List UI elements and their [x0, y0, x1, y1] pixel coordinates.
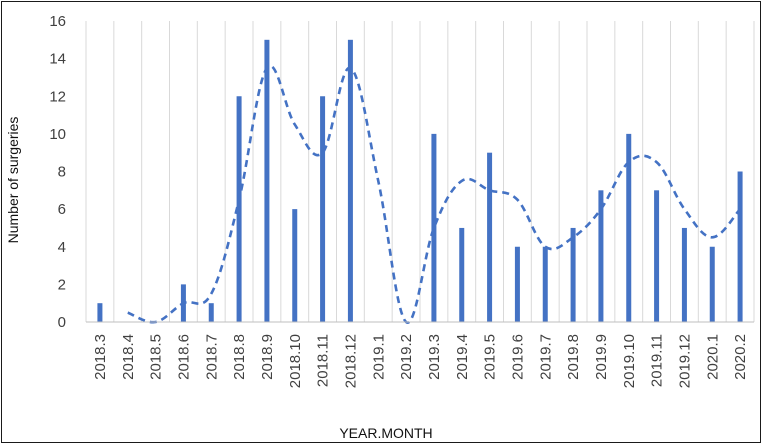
bar: [570, 227, 576, 322]
y-tick-label: 4: [58, 239, 66, 256]
x-tick-label: 2018.4: [120, 334, 137, 380]
bar: [737, 171, 743, 322]
x-tick-label: 2019.10: [621, 334, 638, 388]
bar: [320, 96, 326, 322]
x-tick-label: 2018.6: [175, 334, 192, 380]
x-tick-label: 2018.8: [231, 334, 248, 380]
y-tick-label: 12: [49, 88, 66, 105]
bar: [514, 246, 520, 322]
x-tick-label: 2020.2: [732, 334, 749, 380]
y-tick-label: 6: [58, 201, 66, 218]
x-tick-label: 2019.8: [565, 334, 582, 380]
x-tick-label: 2019.4: [454, 334, 471, 380]
x-axis-title: YEAR.MONTH: [339, 425, 432, 441]
x-axis-ticks: 2018.3 2018.4 2018.5 2018.6 2018.7 2018.8 2018…: [92, 334, 749, 388]
x-tick-label: 2018.11: [315, 334, 332, 387]
bar: [347, 39, 353, 322]
bar: [97, 303, 103, 322]
bar: [459, 227, 465, 322]
y-tick-label: 16: [49, 13, 66, 30]
bar: [264, 39, 270, 322]
bar: [654, 190, 660, 322]
x-tick-label: 2019.6: [509, 334, 526, 380]
grid-lines: [85, 21, 755, 322]
bar: [292, 209, 298, 322]
bar: [487, 152, 493, 322]
bar: [236, 96, 242, 322]
x-tick-label: 2019.12: [676, 334, 693, 388]
bar: [542, 246, 548, 322]
x-tick-label: 2019.3: [426, 334, 443, 380]
y-tick-label: 2: [58, 276, 66, 293]
x-tick-label: 2018.9: [259, 334, 276, 380]
y-tick-label: 10: [49, 126, 66, 143]
x-tick-label: 2019.11: [649, 334, 666, 387]
bar: [709, 246, 715, 322]
bar: [431, 133, 437, 322]
x-tick-label: 2018.7: [203, 334, 220, 380]
x-tick-label: 2019.2: [398, 334, 415, 380]
x-tick-label: 2018.5: [148, 334, 165, 380]
bar: [681, 227, 687, 322]
x-tick-label: 2018.10: [287, 334, 304, 388]
y-tick-label: 0: [58, 314, 66, 331]
y-axis-ticks: 0 2 4 6 8 10 12 14 16: [49, 13, 66, 331]
y-tick-label: 14: [49, 51, 66, 68]
y-axis-title: Number of surgeries: [5, 117, 21, 244]
bar: [598, 190, 604, 322]
x-tick-label: 2019.7: [537, 334, 554, 380]
x-tick-label: 2019.9: [593, 334, 610, 380]
x-tick-label: 2019.5: [482, 334, 499, 380]
y-tick-label: 8: [58, 164, 66, 181]
x-tick-label: 2020.1: [704, 334, 721, 380]
x-tick-label: 2018.3: [92, 334, 109, 380]
bar: [626, 133, 632, 322]
bar: [208, 303, 214, 322]
bar-series: [97, 39, 743, 322]
x-tick-label: 2018.12: [342, 334, 359, 388]
x-tick-label: 2019.1: [370, 334, 387, 380]
